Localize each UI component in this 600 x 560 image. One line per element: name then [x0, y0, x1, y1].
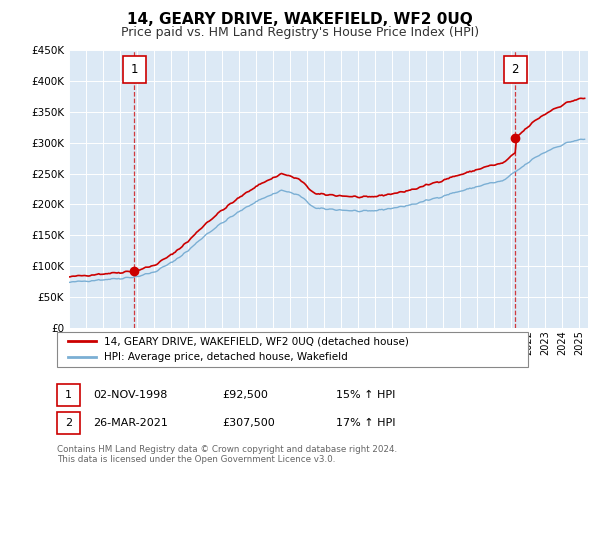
Text: 1: 1 [131, 63, 138, 76]
Text: 1: 1 [65, 390, 72, 400]
Text: £307,500: £307,500 [222, 418, 275, 428]
Text: Price paid vs. HM Land Registry's House Price Index (HPI): Price paid vs. HM Land Registry's House … [121, 26, 479, 39]
Text: 26-MAR-2021: 26-MAR-2021 [93, 418, 168, 428]
Text: 2: 2 [65, 418, 72, 428]
Text: Contains HM Land Registry data © Crown copyright and database right 2024.: Contains HM Land Registry data © Crown c… [57, 445, 397, 454]
Text: 02-NOV-1998: 02-NOV-1998 [93, 390, 167, 400]
Text: This data is licensed under the Open Government Licence v3.0.: This data is licensed under the Open Gov… [57, 455, 335, 464]
Text: £92,500: £92,500 [222, 390, 268, 400]
Text: 15% ↑ HPI: 15% ↑ HPI [336, 390, 395, 400]
Text: 2: 2 [512, 63, 519, 76]
Text: 14, GEARY DRIVE, WAKEFIELD, WF2 0UQ (detached house): 14, GEARY DRIVE, WAKEFIELD, WF2 0UQ (det… [104, 337, 409, 347]
Text: 14, GEARY DRIVE, WAKEFIELD, WF2 0UQ: 14, GEARY DRIVE, WAKEFIELD, WF2 0UQ [127, 12, 473, 27]
Text: HPI: Average price, detached house, Wakefield: HPI: Average price, detached house, Wake… [104, 352, 347, 362]
Text: 17% ↑ HPI: 17% ↑ HPI [336, 418, 395, 428]
